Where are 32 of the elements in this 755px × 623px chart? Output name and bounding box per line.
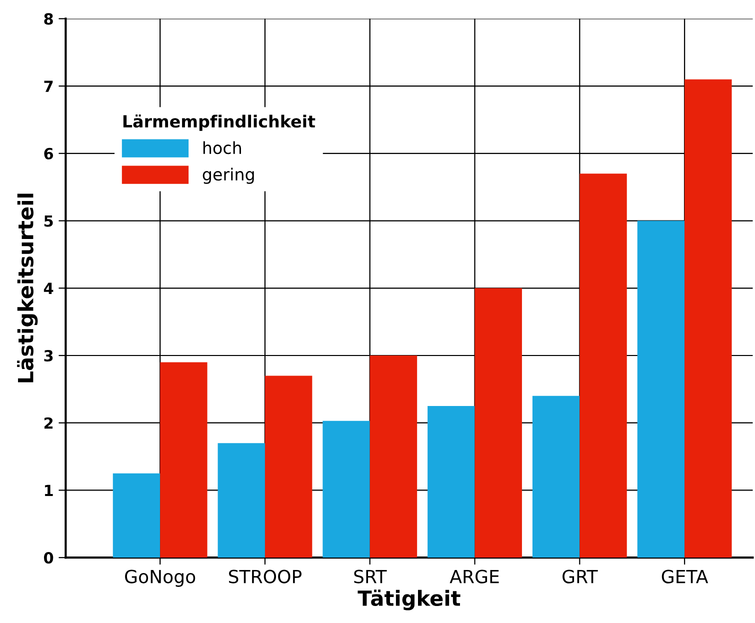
legend-title: Lärmempfindlichkeit — [123, 114, 316, 131]
bar — [428, 406, 475, 558]
bar — [580, 174, 627, 558]
y-tick-label: 0 — [44, 552, 54, 564]
bar — [112, 473, 160, 558]
x-tick-label: GoNogo — [125, 570, 196, 587]
x-tick-label: ARGE — [450, 570, 499, 584]
bar — [160, 362, 208, 558]
y-tick-label: 2 — [44, 417, 53, 429]
bar — [637, 220, 685, 558]
y-axis-title: Lästigkeitsurteil — [17, 194, 38, 382]
x-tick-label: STROOP — [229, 570, 302, 584]
x-tick-label: GETA — [662, 570, 708, 584]
y-tick-label: 6 — [44, 148, 54, 160]
x-tick-label: SRT — [354, 570, 387, 584]
bar — [218, 443, 265, 558]
y-tick-label: 5 — [44, 215, 53, 227]
y-tick-label: 1 — [44, 484, 53, 496]
bar — [370, 356, 418, 558]
y-tick-label: 3 — [44, 350, 53, 362]
legend-label: hoch — [203, 141, 241, 154]
y-tick-label: 8 — [44, 13, 53, 25]
y-tick-label: 4 — [44, 282, 54, 294]
x-tick-label: GRT — [562, 570, 598, 584]
bar — [264, 376, 312, 558]
bar — [474, 288, 522, 558]
bar — [322, 420, 370, 558]
bar — [532, 396, 580, 558]
y-tick-label: 7 — [44, 80, 53, 92]
x-axis-title: Tätigkeit — [358, 590, 460, 610]
bar — [684, 79, 732, 558]
legend-label: gering — [202, 168, 254, 184]
